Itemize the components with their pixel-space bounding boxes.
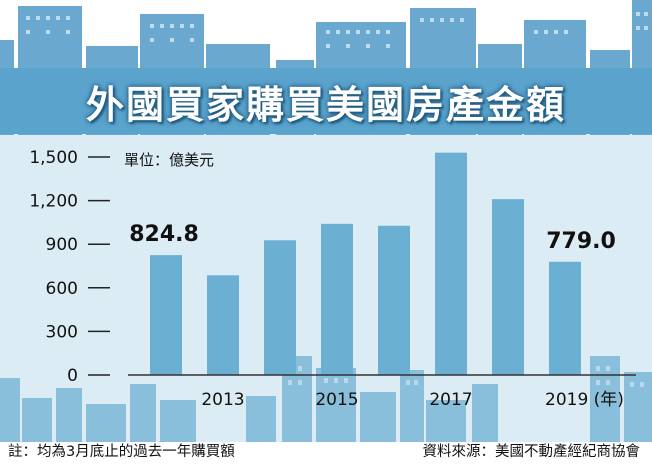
bars	[150, 152, 581, 375]
bar-2012	[150, 255, 182, 375]
bottom-skyline-windows	[288, 366, 644, 387]
y-tick-label: 1,500	[29, 148, 78, 168]
unit-label: 單位：億美元	[124, 151, 214, 169]
y-tick-label: 600	[46, 279, 78, 299]
title-band	[0, 68, 652, 134]
x-axis-labels: 2013 2015 2017 2019 (年)	[201, 390, 624, 410]
bar-2016	[378, 225, 410, 375]
x-tick-label: 2015	[315, 390, 358, 410]
top-skyline-windows	[26, 12, 648, 48]
data-label: 824.8	[129, 222, 199, 247]
y-tick-label: 1,200	[29, 192, 78, 212]
data-labels: 824.8 779.0	[129, 222, 616, 254]
bar-2019	[549, 261, 581, 375]
chart-title: 外國買家購買美國房產金額	[85, 83, 566, 127]
bar-2018	[492, 199, 524, 375]
bar-2017	[435, 152, 467, 375]
x-tick-label: 2019 (年)	[545, 390, 624, 410]
x-tick-label: 2013	[201, 390, 244, 410]
source-note: 資料來源：美國不動產經紀商協會	[422, 444, 641, 460]
bottom-skyline-decoration	[0, 356, 652, 442]
x-tick-label: 2017	[429, 390, 472, 410]
y-tick-label: 900	[46, 235, 78, 255]
bar-2015	[321, 223, 353, 375]
y-axis: 1,500 1,200 900 600 300 0	[29, 148, 110, 386]
y-tick-label: 0	[67, 366, 78, 386]
footnote: 註：均為3月底止的過去一年購買額	[8, 444, 235, 460]
bar-2013	[207, 275, 239, 375]
y-tick-label: 300	[46, 322, 78, 342]
bar-2014	[264, 240, 296, 375]
data-label: 779.0	[546, 229, 616, 254]
